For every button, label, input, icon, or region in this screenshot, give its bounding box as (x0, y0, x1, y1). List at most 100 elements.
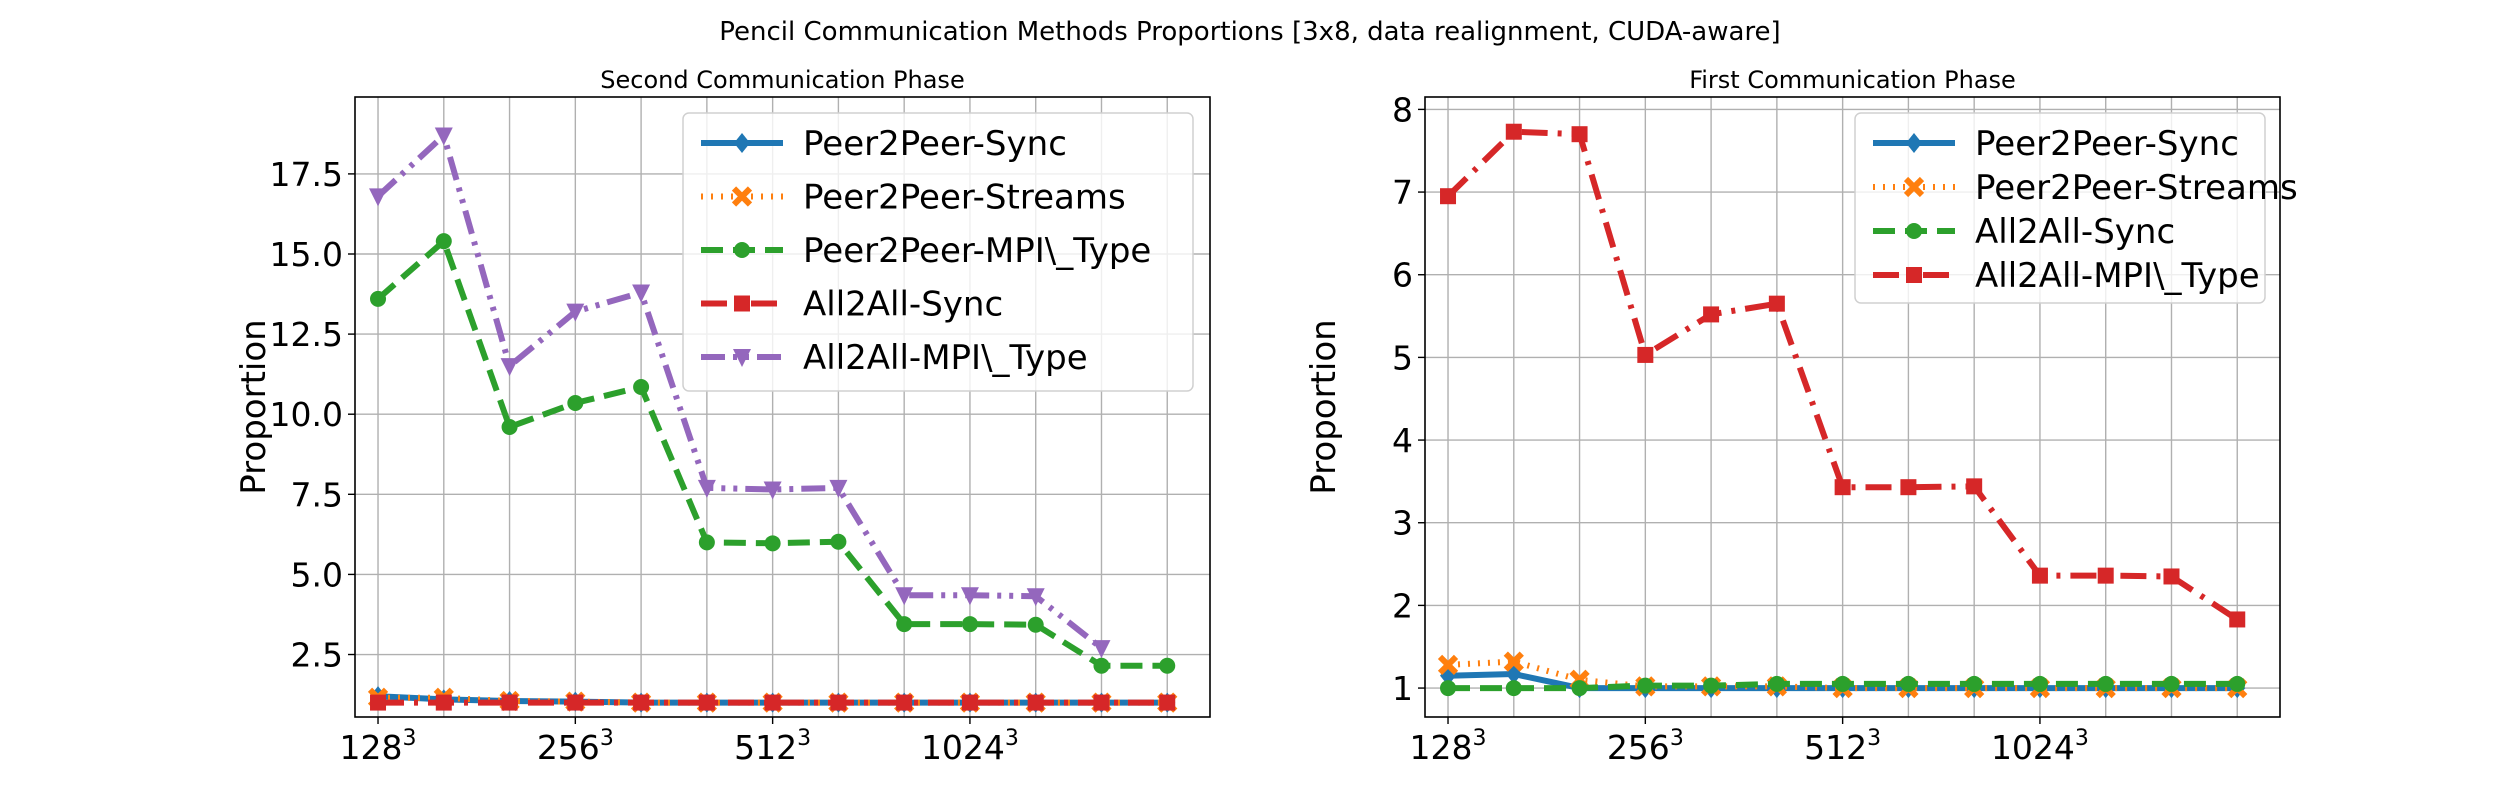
y-tick-label: 3 (1392, 504, 1413, 543)
y-axis-label: Proportion (234, 319, 274, 494)
y-tick-label: 7 (1392, 173, 1413, 212)
data-point (632, 284, 651, 303)
series-peer2peer-mpi-type (370, 233, 1176, 674)
legend-marker (1906, 223, 1922, 239)
data-point (1093, 694, 1110, 711)
y-tick-label: 4 (1392, 421, 1413, 460)
legend-label: Peer2Peer-MPI\_Type (803, 231, 1151, 271)
legend-marker (734, 295, 750, 312)
data-point (764, 694, 781, 711)
legend: Peer2Peer-SyncPeer2Peer-StreamsAll2All-S… (1854, 112, 2298, 304)
legend-marker (1906, 133, 1922, 153)
legend-marker (734, 133, 750, 153)
data-point (1503, 651, 1524, 672)
data-point (2229, 675, 2246, 692)
x-tick-label: 2563 (1607, 726, 1684, 767)
data-point (2031, 567, 2048, 584)
y-tick-label: 7.5 (291, 475, 343, 514)
data-point (2097, 675, 2114, 692)
data-point (1900, 479, 1917, 496)
data-point (1703, 306, 1720, 323)
data-point (1159, 657, 1176, 674)
data-point (1966, 675, 1983, 692)
data-point (2163, 568, 2180, 585)
data-point (1437, 654, 1459, 676)
data-point (830, 533, 847, 550)
data-point (434, 127, 453, 146)
data-point (1966, 478, 1983, 495)
data-point (1768, 295, 1785, 312)
data-point (435, 694, 452, 711)
data-point (1092, 640, 1111, 659)
data-point (764, 535, 781, 552)
legend-box (682, 112, 1194, 392)
y-tick-label: 1 (1392, 669, 1413, 708)
data-point (1027, 616, 1044, 633)
data-point (500, 358, 519, 377)
data-point (501, 419, 518, 436)
data-point (1834, 675, 1851, 692)
data-point (633, 378, 650, 395)
legend-label: Peer2Peer-Sync (1975, 124, 2239, 164)
legend-marker (733, 349, 751, 367)
data-point (1637, 677, 1654, 694)
axes-frame (354, 96, 1211, 718)
y-tick-label: 17.5 (270, 155, 343, 194)
data-point (1159, 694, 1176, 711)
x-tick-label: 10243 (1991, 726, 2089, 767)
data-point (1093, 657, 1110, 674)
series-all2all-mpi-type (369, 127, 1111, 659)
chart-title: Second Communication Phase (600, 66, 964, 94)
data-point (697, 479, 716, 498)
data-point (961, 694, 978, 711)
y-axis-label: Proportion (1304, 319, 1344, 494)
data-point (2097, 567, 2114, 584)
series-all2all-mpi-type (1440, 123, 2246, 628)
data-point (2163, 675, 2180, 692)
x-tick-label: 10243 (921, 726, 1019, 767)
axes-frame (1424, 96, 2281, 718)
data-point (896, 694, 913, 711)
data-point (1026, 588, 1045, 607)
data-point (1637, 346, 1654, 363)
data-point (1440, 680, 1457, 697)
legend-marker (1906, 267, 1922, 283)
x-tick-label: 1283 (340, 726, 417, 767)
data-point (501, 694, 518, 711)
data-point (566, 303, 585, 322)
x-tick-label: 5123 (734, 726, 811, 767)
data-point (1768, 675, 1785, 692)
data-point (1440, 188, 1457, 205)
figure-title: Pencil Communication Methods Proportions… (719, 17, 1780, 47)
chart-panel-1: Second Communication Phase Proportion 2.5 5… (234, 66, 1211, 767)
legend-label: Peer2Peer-Streams (1975, 168, 2298, 208)
y-tick-label: 2 (1392, 586, 1413, 625)
y-tick-label: 6 (1392, 256, 1413, 295)
data-point (1834, 479, 1851, 496)
legend-marker (734, 242, 750, 258)
data-point (435, 233, 452, 250)
data-point (369, 188, 388, 207)
x-tick-label: 2563 (537, 726, 614, 767)
series-all2all-sync (370, 694, 1176, 711)
data-point (698, 534, 715, 551)
data-point (1505, 123, 1522, 140)
chart-title: First Communication Phase (1689, 66, 2016, 94)
data-point (2229, 611, 2246, 628)
data-point (960, 587, 979, 606)
data-point (1505, 680, 1522, 697)
legend-marker (1903, 176, 1925, 198)
data-point (370, 694, 387, 711)
series-line (375, 132, 1104, 651)
series-all2all-sync (1440, 675, 2246, 697)
legend-label: All2All-Sync (803, 285, 1003, 325)
legend-label: All2All-Sync (1975, 212, 2175, 252)
data-point (1571, 680, 1588, 697)
y-tick-label: 15.0 (270, 235, 343, 274)
data-point (370, 290, 387, 307)
data-point (633, 694, 650, 711)
data-point (896, 616, 913, 633)
data-point (567, 394, 584, 411)
